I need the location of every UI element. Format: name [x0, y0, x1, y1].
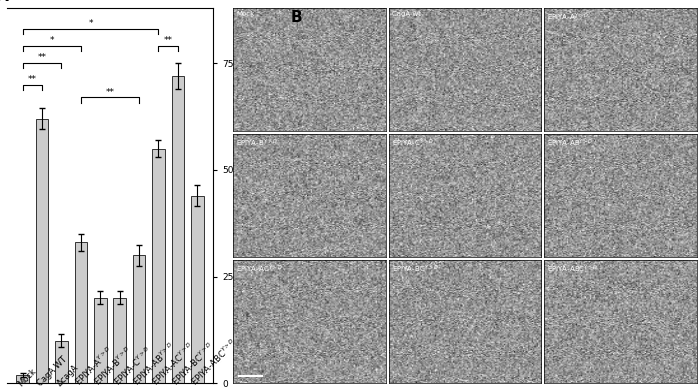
Text: **: ** — [106, 88, 115, 97]
Text: EPIYA-ABC$^{Y>D}$: EPIYA-ABC$^{Y>D}$ — [547, 263, 598, 274]
Bar — [152, 149, 164, 383]
Text: *: * — [50, 36, 54, 45]
Text: **: ** — [38, 54, 47, 63]
Bar — [55, 341, 68, 383]
Text: EPIYA-AB$^{Y>D}$: EPIYA-AB$^{Y>D}$ — [547, 137, 594, 149]
Text: Mock: Mock — [236, 11, 255, 18]
Text: *: * — [88, 19, 93, 28]
Bar — [191, 196, 204, 383]
Bar — [16, 375, 29, 383]
Text: EPIYA-B$^{Y>D}$: EPIYA-B$^{Y>D}$ — [236, 137, 278, 149]
Text: **: ** — [28, 75, 37, 84]
Bar — [172, 76, 184, 383]
Text: EPIYA-AC$^{Y>D}$: EPIYA-AC$^{Y>D}$ — [236, 263, 283, 274]
Bar — [36, 119, 48, 383]
Text: B: B — [290, 10, 302, 25]
Y-axis label: Elongation
phenotype (%): Elongation phenotype (%) — [237, 162, 256, 229]
Text: EPIYA-C$^{Y>D}$: EPIYA-C$^{Y>D}$ — [392, 137, 433, 149]
Text: 10 μm: 10 μm — [239, 382, 258, 387]
Text: **: ** — [164, 36, 173, 45]
Bar — [133, 255, 146, 383]
Text: A: A — [0, 0, 8, 4]
Text: CagA wt: CagA wt — [392, 11, 421, 18]
Text: EPIYA-BC$^{Y>D}$: EPIYA-BC$^{Y>D}$ — [392, 263, 438, 274]
Bar — [113, 298, 126, 383]
Bar — [75, 242, 88, 383]
Text: EPIYA-A$^{Y>D}$: EPIYA-A$^{Y>D}$ — [547, 11, 589, 23]
Bar — [94, 298, 106, 383]
